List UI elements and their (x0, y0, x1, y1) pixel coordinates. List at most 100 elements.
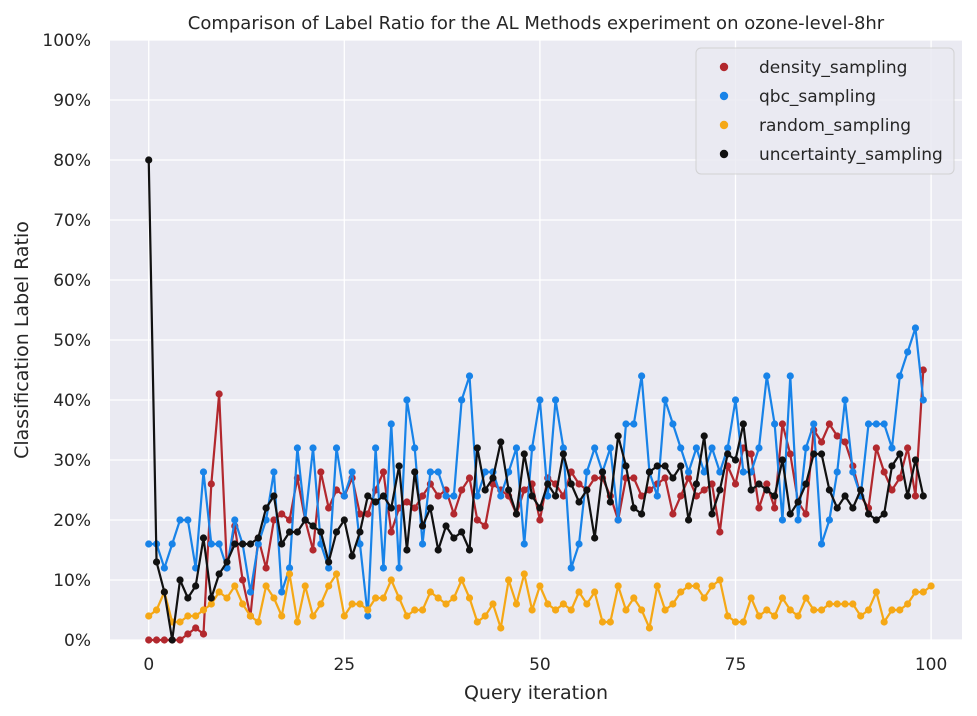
data-point (520, 540, 528, 548)
data-point (207, 540, 215, 548)
data-point (817, 540, 826, 548)
data-point (426, 468, 434, 476)
data-point (755, 612, 763, 620)
data-point (199, 468, 208, 476)
data-point (215, 588, 223, 596)
data-point (786, 510, 794, 518)
data-point (731, 618, 740, 626)
data-point (700, 468, 708, 476)
data-point (426, 504, 434, 512)
data-point (614, 582, 622, 590)
data-point (481, 522, 489, 530)
data-point (739, 420, 747, 428)
data-point (434, 546, 442, 554)
data-point (661, 462, 669, 470)
data-point (192, 624, 200, 632)
data-point (794, 498, 802, 506)
data-point (880, 510, 888, 518)
data-point (340, 516, 348, 524)
data-point (841, 600, 849, 608)
data-point (575, 540, 583, 548)
data-point (160, 588, 168, 596)
data-point (379, 468, 388, 476)
data-point (786, 450, 794, 458)
data-point (364, 510, 372, 518)
data-point (246, 540, 255, 548)
data-point (411, 504, 419, 512)
data-point (536, 396, 544, 404)
data-point (810, 420, 818, 428)
data-point (849, 600, 857, 608)
data-point (911, 456, 920, 464)
data-point (880, 468, 888, 476)
data-point (395, 564, 403, 572)
data-point (857, 486, 865, 494)
legend-marker (719, 120, 729, 130)
data-point (598, 618, 607, 626)
y-tick-label: 100% (42, 31, 91, 51)
data-point (372, 594, 380, 602)
data-point (512, 600, 521, 608)
data-point (591, 534, 599, 542)
data-point (458, 486, 466, 494)
data-point (450, 492, 458, 500)
data-point (833, 504, 841, 512)
data-point (786, 372, 794, 380)
data-point (559, 450, 567, 458)
data-point (904, 348, 912, 356)
y-tick-label: 70% (53, 211, 91, 231)
data-point (551, 606, 560, 614)
data-point (825, 600, 833, 608)
data-point (340, 492, 348, 500)
data-point (145, 636, 153, 644)
data-point (223, 594, 231, 602)
data-point (763, 480, 771, 488)
data-point (152, 636, 161, 644)
data-point (403, 612, 411, 620)
data-point (794, 612, 802, 620)
data-point (833, 600, 841, 608)
data-point (575, 480, 583, 488)
data-point (426, 588, 434, 596)
legend-marker (719, 91, 729, 101)
data-point (896, 450, 904, 458)
data-point (176, 516, 184, 524)
data-point (184, 516, 192, 524)
data-point (684, 516, 693, 524)
data-point (372, 444, 380, 452)
data-point (833, 468, 841, 476)
data-point (285, 528, 294, 536)
data-point (904, 444, 912, 452)
data-point (184, 630, 192, 638)
data-point (614, 516, 622, 524)
data-point (841, 438, 849, 446)
data-point (348, 600, 356, 608)
data-point (364, 606, 372, 614)
chart-title: Comparison of Label Ratio for the AL Met… (188, 13, 885, 34)
data-point (450, 510, 458, 518)
data-point (919, 588, 927, 596)
data-point (677, 492, 685, 500)
data-point (152, 558, 161, 566)
data-point (207, 600, 215, 608)
data-point (919, 366, 927, 374)
series-line (147, 159, 925, 642)
data-point (630, 474, 638, 482)
data-point (786, 606, 794, 614)
data-point (669, 474, 677, 482)
data-point (505, 486, 513, 494)
data-point (387, 504, 395, 512)
data-point (645, 624, 654, 632)
data-point (536, 516, 544, 524)
data-point (301, 516, 309, 524)
data-point (575, 588, 583, 596)
data-point (724, 450, 732, 458)
data-point (270, 468, 278, 476)
data-point (285, 570, 294, 578)
data-point (841, 396, 849, 404)
data-point (184, 594, 192, 602)
data-point (606, 498, 614, 506)
data-point (145, 612, 153, 620)
data-point (904, 492, 912, 500)
data-point (669, 420, 677, 428)
